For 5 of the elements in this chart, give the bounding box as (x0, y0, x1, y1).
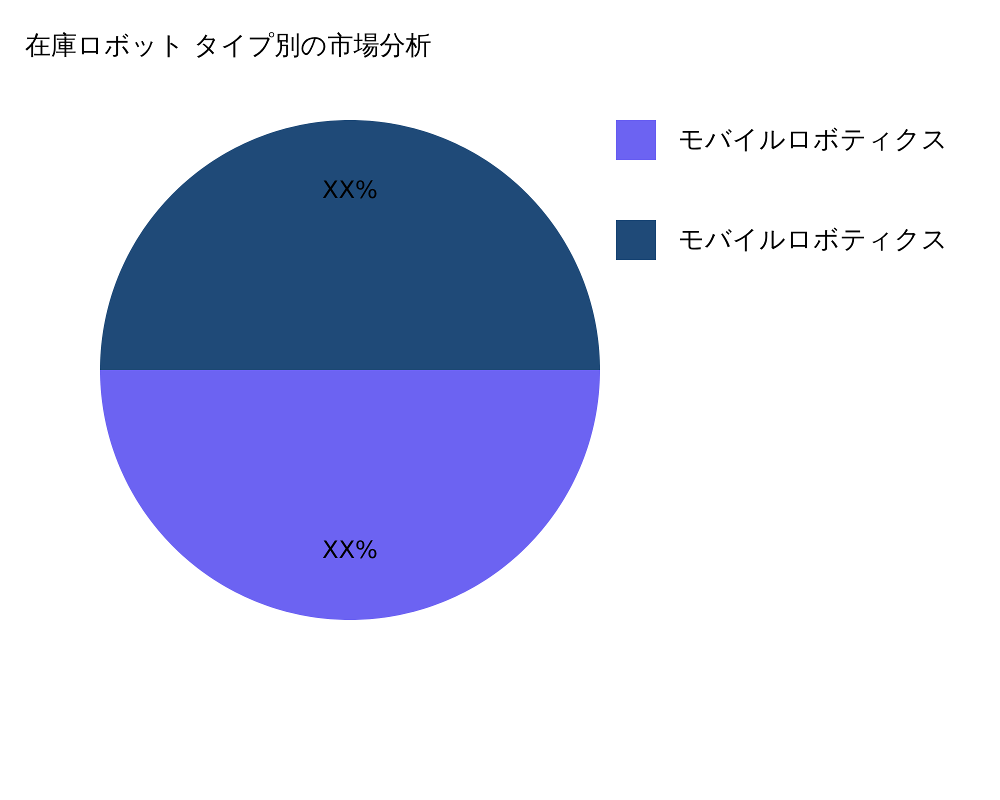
data-label: XX% (322, 536, 378, 564)
chart-title: 在庫ロボット タイプ別の市場分析 (25, 31, 432, 61)
data-label: XX% (322, 176, 378, 204)
legend-label: モバイルロボティクス (678, 125, 948, 155)
legend-label: モバイルロボティクス (678, 225, 948, 255)
